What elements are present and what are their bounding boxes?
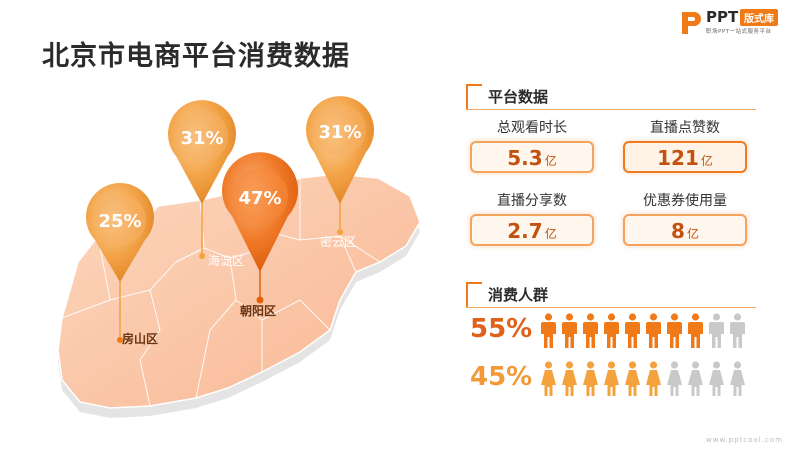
logo-tagline: 职场PPT一站式服务平台 (706, 29, 772, 35)
brand-logo[interactable]: PPT 版式库 职场PPT一站式服务平台 (680, 8, 792, 38)
stat-label: 直播分享数 (497, 193, 567, 209)
female-person-icon (604, 361, 619, 396)
male-person-icon (646, 313, 661, 348)
stat-value: 121 (657, 146, 699, 170)
male-person-icon (625, 313, 640, 348)
stat-label: 直播点赞数 (650, 120, 720, 136)
female-person-icon (625, 361, 640, 396)
consumer-section-header: 消费人群 (466, 282, 756, 308)
female-person-icon (730, 361, 745, 396)
stat-label: 优惠券使用量 (643, 193, 727, 209)
male-percent: 55% (470, 314, 533, 344)
logo-brand: PPT (706, 8, 739, 26)
stat-unit: 亿 (686, 227, 699, 241)
female-person-icon (667, 361, 682, 396)
female-person-icon (541, 361, 556, 396)
footer-url: www.pptcool.com (706, 436, 783, 444)
pin-percent: 47% (238, 188, 281, 209)
female-percent: 45% (470, 362, 533, 392)
stat-unit: 亿 (700, 154, 713, 168)
stat-unit: 亿 (544, 154, 557, 168)
beijing-map: 25% 31% 47% 31% 房山区 海淀区 朝阳区 密云区 (57, 96, 421, 418)
male-person-icon (667, 313, 682, 348)
platform-heading: 平台数据 (488, 88, 549, 106)
pin-dot (199, 253, 205, 259)
male-people-row (540, 313, 746, 349)
pin-dot (117, 337, 123, 343)
map-pin-fangshan[interactable]: 25% (86, 182, 154, 282)
female-person-icon (562, 361, 577, 396)
page-title: 北京市电商平台消费数据 (42, 41, 350, 72)
female-person-icon (688, 361, 703, 396)
male-person-icon (688, 313, 703, 348)
map-pin-haidian[interactable]: 31% (168, 100, 236, 204)
pin-percent: 31% (180, 128, 223, 149)
stat-value: 8 (671, 219, 685, 243)
female-person-icon (583, 361, 598, 396)
male-person-icon (583, 313, 598, 348)
male-person-icon (709, 313, 724, 348)
map-pin-chaoyang[interactable]: 47% (222, 152, 299, 272)
stat-card-shares: 2.7 亿 (470, 214, 594, 246)
pin-percent: 25% (98, 211, 141, 232)
stat-value: 5.3 (507, 146, 543, 170)
stat-value: 2.7 (507, 219, 543, 243)
male-person-icon (562, 313, 577, 348)
district-label-chaoyang: 朝阳区 (240, 303, 276, 318)
consumer-heading: 消费人群 (488, 286, 549, 304)
district-label-haidian: 海淀区 (208, 253, 244, 268)
map-pin-miyun[interactable]: 31% (306, 96, 374, 204)
stat-unit: 亿 (544, 227, 557, 241)
stat-label: 总观看时长 (497, 120, 567, 136)
district-label-miyun: 密云区 (320, 234, 356, 249)
district-label-fangshan: 房山区 (122, 331, 158, 346)
pin-dot (256, 296, 264, 304)
logo-badge: 版式库 (740, 9, 778, 26)
platform-section-header: 平台数据 (466, 84, 756, 110)
stat-card-watch-time: 5.3 亿 (470, 141, 594, 173)
logo-mark-icon (682, 12, 701, 34)
female-people-row (540, 361, 746, 397)
male-person-icon (541, 313, 556, 348)
female-person-icon (646, 361, 661, 396)
pin-dot (337, 229, 343, 235)
female-person-icon (709, 361, 724, 396)
male-person-icon (730, 313, 745, 348)
male-person-icon (604, 313, 619, 348)
stat-card-likes: 121 亿 (623, 141, 747, 173)
pin-percent: 31% (318, 122, 361, 143)
